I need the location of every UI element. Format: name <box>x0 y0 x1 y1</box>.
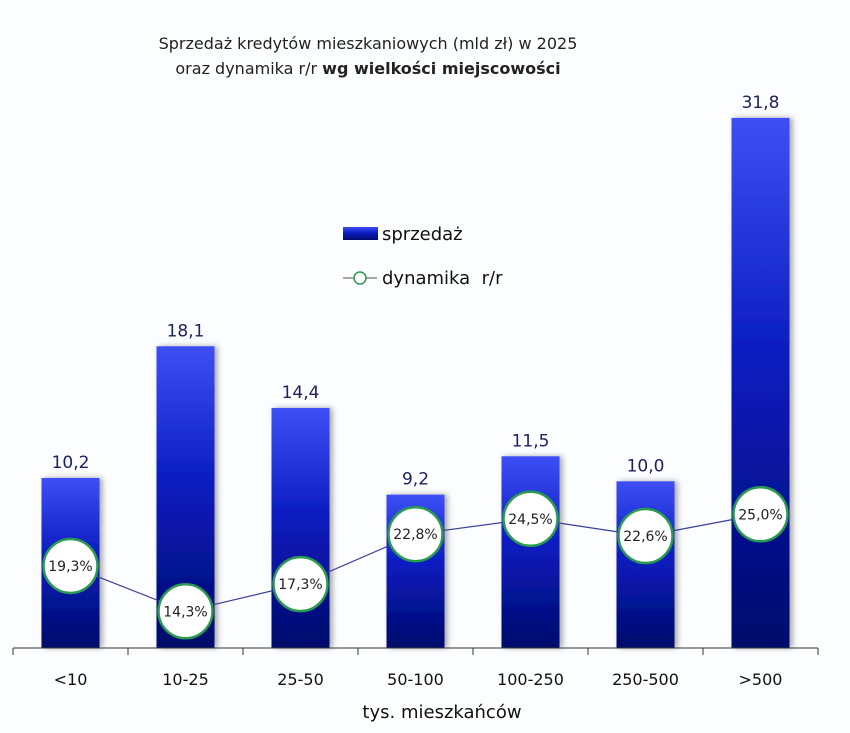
line-marker <box>502 490 559 548</box>
bar <box>731 117 790 649</box>
bar-data-label: 18,1 <box>167 321 205 341</box>
title-bold: wg wielkości miejscowości <box>322 59 560 78</box>
line-data-label: 22,6% <box>623 529 667 545</box>
x-axis: <10 10-25 25-50 50-100 100-250 250-500 >500 <box>12 647 819 689</box>
line-series: 19,3% 14,3% 17,3% 22,8% 24,5% 22,6% 25,0% <box>42 486 789 640</box>
bar-data-label: 31,8 <box>742 93 780 113</box>
bar-data-label: 11,5 <box>512 431 550 451</box>
x-tick-label: 100-250 <box>497 670 564 689</box>
line-marker <box>42 537 99 595</box>
line-marker <box>732 486 789 543</box>
bar <box>616 481 675 648</box>
bar-data-label: 10,0 <box>627 456 665 476</box>
line-marker <box>387 505 444 563</box>
x-tick-label: 25-50 <box>277 670 324 689</box>
line-marker <box>272 555 329 613</box>
line-data-label: 19,3% <box>48 559 92 575</box>
legend-line-label: dynamika r/r <box>382 268 503 289</box>
legend-marker-icon <box>353 271 367 285</box>
x-tick-label: <10 <box>54 670 88 689</box>
line-marker <box>617 507 674 565</box>
line-data-label: 24,5% <box>508 512 552 528</box>
line-data-label: 17,3% <box>278 577 322 593</box>
bar-data-label: 10,2 <box>52 453 90 473</box>
legend-bar-label: sprzedaż <box>382 224 463 245</box>
bar-data-label: 14,4 <box>282 383 320 403</box>
legend: sprzedaż dynamika r/r <box>343 224 503 289</box>
chart-title-line1: Sprzedaż kredytów mieszkaniowych (mld zł… <box>159 34 578 53</box>
line-marker <box>157 583 214 640</box>
bar-data-label: 9,2 <box>402 470 429 490</box>
chart-title-line2: oraz dynamika r/r wg wielkości miejscowo… <box>175 59 560 78</box>
x-tick-label: 250-500 <box>612 670 679 689</box>
line-data-label: 14,3% <box>163 604 207 620</box>
bar <box>501 456 560 648</box>
title-normal: oraz dynamika r/r <box>175 59 322 78</box>
x-axis-label: tys. mieszkańców <box>362 702 521 723</box>
line-data-label: 22,8% <box>393 527 437 543</box>
x-tick-label: 10-25 <box>162 670 209 689</box>
bars: 10,2 18,1 14,4 9,2 11,5 10,0 31,8 <box>41 93 790 649</box>
legend-bar-swatch <box>343 227 378 240</box>
x-tick-label: >500 <box>739 670 783 689</box>
line-data-label: 25,0% <box>738 507 782 523</box>
x-tick-label: 50-100 <box>387 670 444 689</box>
